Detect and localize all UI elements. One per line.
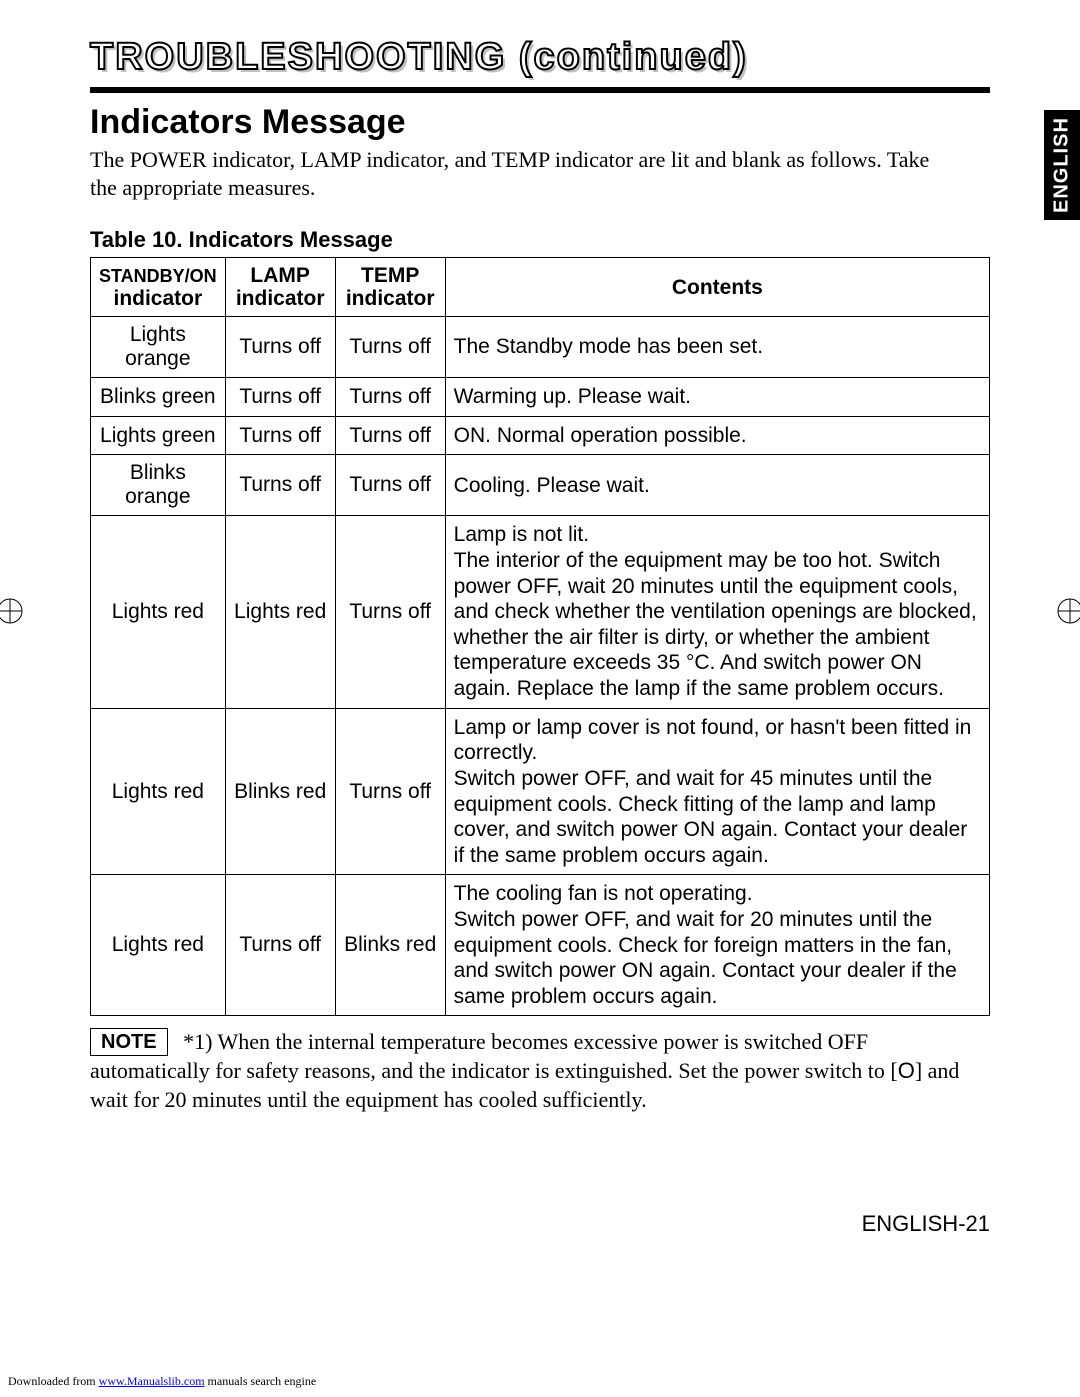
cell-contents: The Standby mode has been set. — [445, 317, 989, 378]
cell-temp: Turns off — [335, 455, 445, 516]
cell-contents: The cooling fan is not operating. Switch… — [445, 875, 989, 1016]
cell-lamp: Turns off — [225, 875, 335, 1016]
cell-standby: Lights red — [91, 516, 226, 708]
cell-standby: Lights green — [91, 416, 226, 455]
page-title: TROUBLESHOOTING (continued) — [90, 36, 990, 79]
cell-temp: Turns off — [335, 708, 445, 875]
table-row: Blinks orangeTurns offTurns offCooling. … — [91, 455, 990, 516]
title-rule — [90, 87, 990, 93]
table-caption: Table 10. Indicators Message — [90, 227, 990, 253]
note-block: NOTE *1) When the internal temperature b… — [90, 1028, 990, 1114]
table-row: Lights greenTurns offTurns offON. Normal… — [91, 416, 990, 455]
cell-contents: Warming up. Please wait. — [445, 378, 989, 417]
cell-contents: Lamp is not lit. The interior of the equ… — [445, 516, 989, 708]
table-row: Blinks greenTurns offTurns offWarming up… — [91, 378, 990, 417]
col-lamp: LAMP indicator — [225, 258, 335, 317]
cell-lamp: Turns off — [225, 317, 335, 378]
cell-lamp: Turns off — [225, 455, 335, 516]
cell-standby: Lights red — [91, 708, 226, 875]
indicators-table: STANDBY/ON indicator LAMP indicator TEMP… — [90, 257, 990, 1016]
download-suffix: manuals search engine — [205, 1374, 317, 1388]
table-row: Lights orangeTurns offTurns offThe Stand… — [91, 317, 990, 378]
col-lamp-line2: indicator — [236, 287, 325, 310]
cell-temp: Turns off — [335, 317, 445, 378]
download-link[interactable]: www.Manualslib.com — [99, 1374, 205, 1388]
table-row: Lights redBlinks redTurns offLamp or lam… — [91, 708, 990, 875]
cell-standby: Lights red — [91, 875, 226, 1016]
table-row: Lights redTurns offBlinks redThe cooling… — [91, 875, 990, 1016]
note-badge: NOTE — [90, 1028, 168, 1056]
cell-temp: Turns off — [335, 378, 445, 417]
download-prefix: Downloaded from — [8, 1374, 99, 1388]
col-standby-line2: indicator — [113, 287, 202, 310]
cell-contents: Cooling. Please wait. — [445, 455, 989, 516]
cell-temp: Blinks red — [335, 875, 445, 1016]
cell-lamp: Blinks red — [225, 708, 335, 875]
col-temp: TEMP indicator — [335, 258, 445, 317]
cell-standby: Lights orange — [91, 317, 226, 378]
col-temp-line2: indicator — [346, 287, 435, 310]
cell-temp: Turns off — [335, 516, 445, 708]
cell-temp: Turns off — [335, 416, 445, 455]
page-number: ENGLISH-21 — [862, 1211, 990, 1237]
cell-lamp: Lights red — [225, 516, 335, 708]
col-lamp-line1: LAMP — [250, 264, 310, 287]
table-row: Lights redLights redTurns offLamp is not… — [91, 516, 990, 708]
intro-paragraph: The POWER indicator, LAMP indicator, and… — [90, 146, 950, 201]
col-standby-line1: STANDBY/ON — [99, 266, 217, 286]
col-temp-line1: TEMP — [361, 264, 419, 287]
col-contents: Contents — [445, 258, 989, 317]
note-text-before: *1) When the internal temperature become… — [90, 1029, 898, 1083]
cell-contents: ON. Normal operation possible. — [445, 416, 989, 455]
cell-lamp: Turns off — [225, 378, 335, 417]
section-heading: Indicators Message — [90, 103, 990, 142]
cell-standby: Blinks orange — [91, 455, 226, 516]
table-header-row: STANDBY/ON indicator LAMP indicator TEMP… — [91, 258, 990, 317]
col-standby: STANDBY/ON indicator — [91, 258, 226, 317]
off-symbol: O — [898, 1058, 915, 1083]
cell-contents: Lamp or lamp cover is not found, or hasn… — [445, 708, 989, 875]
download-attribution: Downloaded from www.Manualslib.com manua… — [8, 1374, 316, 1389]
table-body: Lights orangeTurns offTurns offThe Stand… — [91, 317, 990, 1016]
cell-lamp: Turns off — [225, 416, 335, 455]
cell-standby: Blinks green — [91, 378, 226, 417]
